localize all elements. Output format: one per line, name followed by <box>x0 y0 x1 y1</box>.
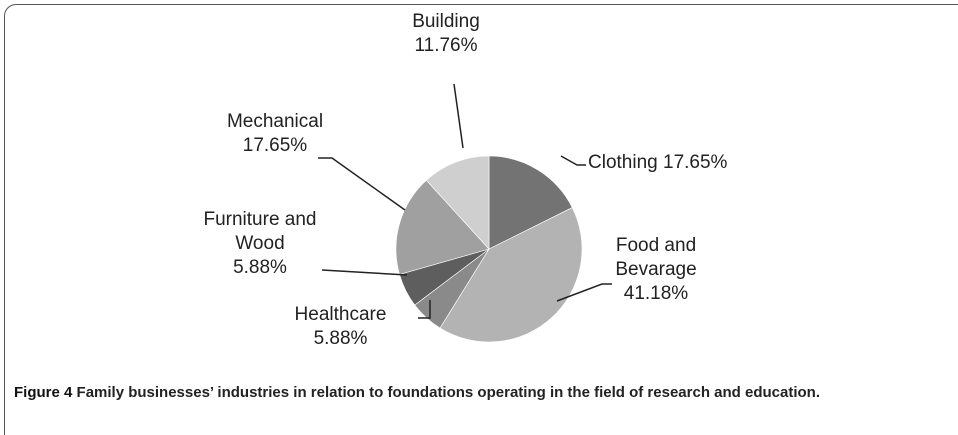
leader-line <box>318 157 406 211</box>
caption-text: Family businesses’ industries in relatio… <box>76 384 820 401</box>
slices <box>395 155 583 343</box>
figure: Figure 4 Family businesses’ industries i… <box>4 4 958 435</box>
slice <box>439 207 583 343</box>
leaders <box>318 83 612 319</box>
caption-label: Figure 4 <box>14 384 73 401</box>
value-label: 11.76% <box>414 35 478 56</box>
slice-label: Furniture and Wood 5.88% <box>195 208 325 280</box>
slice-label: Building 11.76% <box>366 10 526 58</box>
leader-line <box>418 300 431 319</box>
chart <box>318 83 612 343</box>
leader-line <box>556 283 612 302</box>
slice-label: Clothing 17.65% <box>588 151 778 175</box>
leader-line <box>560 155 586 166</box>
frame <box>4 4 958 435</box>
category-name: Clothing <box>588 152 658 173</box>
slice-label: Mechanical 17.65% <box>195 110 355 158</box>
category-name: Healthcare <box>294 304 387 325</box>
value-label: 5.88% <box>313 328 368 349</box>
value-label: 5.88% <box>233 257 287 278</box>
value-label: 41.18% <box>623 283 689 304</box>
slice <box>425 155 490 250</box>
category-name: Furniture and Wood <box>203 209 317 254</box>
category-name: Food and Bevarage <box>615 235 697 280</box>
value-label: 17.65% <box>663 152 728 173</box>
leader-line <box>453 83 464 149</box>
slice <box>395 179 490 275</box>
slice-label: Healthcare 5.88% <box>268 303 413 351</box>
category-name: Building <box>412 11 480 32</box>
slice-label: Food and Bevarage 41.18% <box>586 234 726 306</box>
slice <box>488 155 573 250</box>
value-label: 17.65% <box>242 135 308 156</box>
caption: Figure 4 Family businesses’ industries i… <box>14 382 914 403</box>
leader-line <box>321 269 408 276</box>
category-name: Mechanical <box>226 111 324 132</box>
